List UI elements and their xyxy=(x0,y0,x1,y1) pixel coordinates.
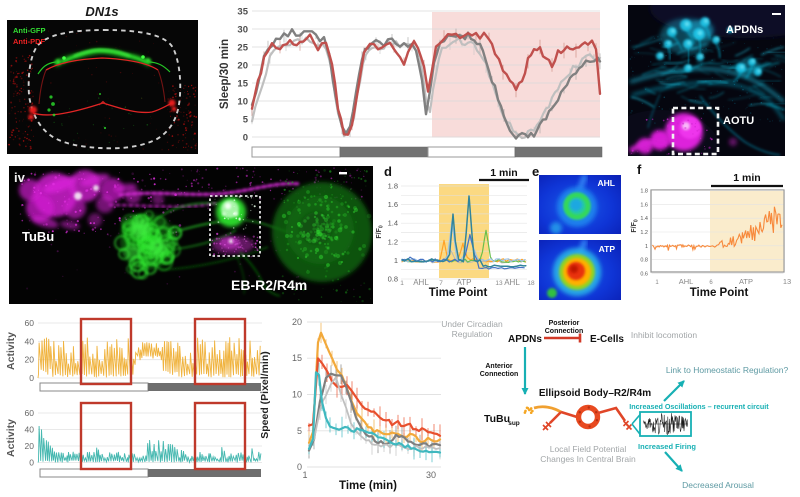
svg-text:0.8: 0.8 xyxy=(388,275,398,284)
svg-text:Connection: Connection xyxy=(545,328,584,335)
svg-text:sup: sup xyxy=(508,420,520,427)
svg-text:1: 1 xyxy=(302,470,307,480)
svg-text:25: 25 xyxy=(237,43,248,54)
svg-text:d: d xyxy=(384,164,392,179)
svg-text:0.6: 0.6 xyxy=(640,271,648,277)
svg-text:iv: iv xyxy=(14,170,26,185)
svg-text:6: 6 xyxy=(709,280,713,286)
svg-text:ATP: ATP xyxy=(457,278,472,287)
svg-text:ATP: ATP xyxy=(599,244,616,254)
svg-text:0: 0 xyxy=(243,133,248,144)
svg-text:30: 30 xyxy=(237,25,248,36)
svg-text:1: 1 xyxy=(400,280,404,287)
svg-text:1: 1 xyxy=(655,280,659,286)
svg-text:Sleep/30 min: Sleep/30 min xyxy=(219,39,231,109)
svg-text:F/F0: F/F0 xyxy=(631,219,640,233)
svg-text:TuBu: TuBu xyxy=(22,229,54,244)
svg-text:10: 10 xyxy=(237,97,248,108)
svg-text:18: 18 xyxy=(527,280,535,287)
svg-text:1: 1 xyxy=(645,244,648,250)
svg-text:AOTU: AOTU xyxy=(723,115,754,127)
svg-text:20: 20 xyxy=(292,317,302,327)
svg-text:1.2: 1.2 xyxy=(640,230,648,236)
svg-text:e: e xyxy=(532,164,539,179)
svg-text:20: 20 xyxy=(237,61,248,72)
svg-text:0: 0 xyxy=(297,462,302,472)
svg-text:20: 20 xyxy=(25,355,35,365)
svg-text:f: f xyxy=(637,162,642,177)
svg-text:Connection: Connection xyxy=(480,371,519,378)
svg-text:DN1s: DN1s xyxy=(85,4,118,19)
svg-text:5: 5 xyxy=(243,115,249,126)
svg-text:7: 7 xyxy=(439,280,443,287)
svg-text:Changes In Central Brain: Changes In Central Brain xyxy=(540,454,636,464)
svg-text:APDNs: APDNs xyxy=(508,334,542,345)
svg-text:Time Point: Time Point xyxy=(690,287,749,299)
svg-text:APDNs: APDNs xyxy=(726,24,763,36)
svg-text:1.2: 1.2 xyxy=(388,237,398,246)
svg-text:35: 35 xyxy=(237,7,248,18)
svg-text:AHL: AHL xyxy=(598,178,615,188)
svg-text:1.4: 1.4 xyxy=(640,216,648,222)
svg-text:Anti-PDF: Anti-PDF xyxy=(13,37,45,46)
svg-text:F/F0: F/F0 xyxy=(376,225,385,239)
svg-text:0: 0 xyxy=(29,373,34,383)
svg-text:0: 0 xyxy=(29,458,34,468)
svg-text:0.8: 0.8 xyxy=(640,258,648,264)
svg-text:Link to Homeostatic Regulation: Link to Homeostatic Regulation? xyxy=(666,365,789,375)
svg-text:Activity: Activity xyxy=(5,332,17,370)
svg-text:15: 15 xyxy=(292,353,302,363)
svg-text:5: 5 xyxy=(297,426,302,436)
svg-text:Time Point: Time Point xyxy=(429,287,488,299)
svg-text:40: 40 xyxy=(25,425,35,435)
svg-text:1 min: 1 min xyxy=(490,167,517,179)
svg-text:AHL: AHL xyxy=(413,278,429,287)
svg-text:13: 13 xyxy=(783,277,791,286)
svg-text:1.4: 1.4 xyxy=(388,219,398,228)
svg-text:ATP: ATP xyxy=(739,277,753,286)
svg-text:Regulation: Regulation xyxy=(452,329,493,339)
svg-text:AHL: AHL xyxy=(504,278,520,287)
svg-text:TuBu: TuBu xyxy=(484,413,510,425)
svg-text:EB-R2/R4m: EB-R2/R4m xyxy=(231,277,307,293)
svg-text:15: 15 xyxy=(237,79,248,90)
svg-text:1.8: 1.8 xyxy=(640,189,648,195)
svg-text:Increased Oscillations – recur: Increased Oscillations – recurrent circu… xyxy=(629,402,769,411)
svg-text:1.6: 1.6 xyxy=(640,202,648,208)
svg-text:Local Field Potential: Local Field Potential xyxy=(550,444,627,454)
svg-text:Anterior: Anterior xyxy=(485,363,513,370)
svg-text:60: 60 xyxy=(25,318,35,328)
svg-text:Activity: Activity xyxy=(5,419,17,457)
svg-text:10: 10 xyxy=(292,390,302,400)
svg-text:Inhibit locomotion: Inhibit locomotion xyxy=(631,330,697,340)
svg-text:40: 40 xyxy=(25,336,35,346)
svg-text:Posterior: Posterior xyxy=(549,320,580,327)
svg-text:E-Cells: E-Cells xyxy=(590,334,624,345)
svg-text:1 min: 1 min xyxy=(733,172,760,184)
svg-text:20: 20 xyxy=(25,441,35,451)
svg-text:Ellipsoid Body–R2/R4m: Ellipsoid Body–R2/R4m xyxy=(539,388,651,399)
svg-text:AHL: AHL xyxy=(679,277,694,286)
svg-text:Increased Firing: Increased Firing xyxy=(638,442,696,451)
svg-text:Speed (Pixel/min): Speed (Pixel/min) xyxy=(259,351,271,439)
svg-text:Anti-GFP: Anti-GFP xyxy=(13,26,46,35)
svg-text:1: 1 xyxy=(394,256,398,265)
svg-text:30: 30 xyxy=(426,470,436,480)
svg-text:13: 13 xyxy=(495,280,503,287)
svg-text:1.8: 1.8 xyxy=(388,182,398,191)
svg-text:Decreased Arousal: Decreased Arousal xyxy=(682,480,754,490)
svg-text:1.6: 1.6 xyxy=(388,200,398,209)
svg-text:Under Circadian: Under Circadian xyxy=(441,319,503,329)
svg-text:60: 60 xyxy=(25,408,35,418)
svg-text:Time (min): Time (min) xyxy=(339,480,397,492)
